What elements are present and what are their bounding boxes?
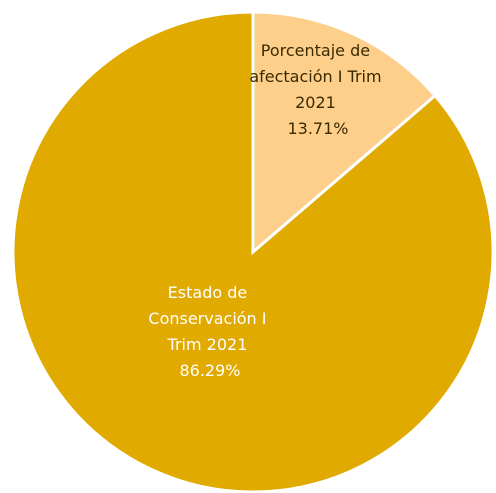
pie-chart: Porcentaje de afectación I Trim 2021 13.… <box>0 0 496 493</box>
